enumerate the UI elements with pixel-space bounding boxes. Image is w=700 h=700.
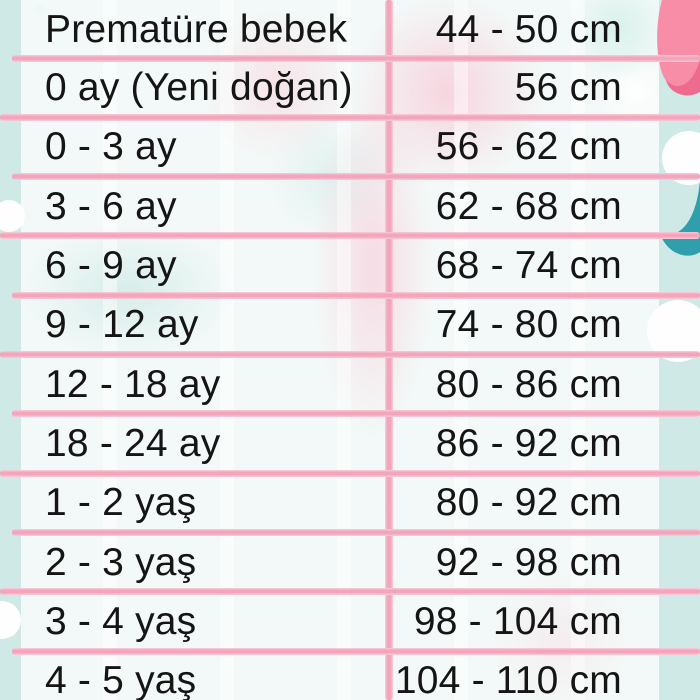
table-row: 6 - 9 ay 68 - 74 cm	[0, 236, 700, 295]
row-divider	[12, 528, 700, 536]
row-divider	[0, 588, 700, 596]
table-row: 3 - 6 ay 62 - 68 cm	[0, 177, 700, 236]
row-divider	[12, 410, 700, 418]
row-divider	[0, 113, 700, 121]
table-row: 2 - 3 yaş 92 - 98 cm	[0, 532, 700, 591]
age-cell: 2 - 3 yaş	[45, 540, 197, 584]
column-divider	[385, 0, 393, 700]
age-cell: 3 - 4 yaş	[45, 599, 197, 643]
row-divider	[0, 232, 700, 240]
row-divider	[0, 351, 700, 358]
age-cell: 0 - 3 ay	[45, 125, 177, 169]
size-cell: 74 - 80 cm	[435, 303, 622, 347]
row-divider	[0, 469, 700, 477]
table-row: 0 - 3 ay 56 - 62 cm	[0, 117, 700, 176]
age-cell: 4 - 5 yaş	[45, 659, 197, 700]
table-row: 12 - 18 ay 80 - 86 cm	[0, 355, 700, 414]
age-cell: 9 - 12 ay	[45, 303, 199, 347]
row-divider	[12, 54, 700, 62]
age-cell: 18 - 24 ay	[45, 421, 221, 465]
age-cell: 1 - 2 yaş	[45, 481, 197, 525]
table-row: 1 - 2 yaş 80 - 92 cm	[0, 473, 700, 532]
size-cell: 92 - 98 cm	[435, 540, 622, 584]
size-cell: 62 - 68 cm	[435, 184, 622, 228]
size-cell: 104 - 110 cm	[394, 659, 622, 700]
size-cell: 56 cm	[514, 66, 622, 110]
size-cell: 44 - 50 cm	[435, 7, 622, 51]
table-row: Prematüre bebek 44 - 50 cm	[0, 0, 700, 58]
size-cell: 80 - 92 cm	[435, 481, 622, 525]
table-row: 9 - 12 ay 74 - 80 cm	[0, 295, 700, 354]
size-cell: 56 - 62 cm	[435, 125, 622, 169]
age-cell: 6 - 9 ay	[45, 244, 177, 288]
table-row: 18 - 24 ay 86 - 92 cm	[0, 414, 700, 473]
age-cell: 3 - 6 ay	[45, 184, 177, 228]
row-divider	[12, 173, 700, 181]
table-row: 0 ay (Yeni doğan) 56 cm	[0, 58, 700, 117]
row-divider	[12, 647, 700, 655]
size-cell: 86 - 92 cm	[435, 421, 622, 465]
size-cell: 80 - 86 cm	[435, 362, 622, 406]
age-cell: 0 ay (Yeni doğan)	[45, 66, 353, 110]
size-cell: 98 - 104 cm	[413, 599, 622, 643]
row-divider	[12, 291, 700, 299]
table-row: 4 - 5 yaş 104 - 110 cm	[0, 651, 700, 700]
table-row: 3 - 4 yaş 98 - 104 cm	[0, 592, 700, 651]
age-cell: Prematüre bebek	[45, 7, 348, 51]
size-cell: 68 - 74 cm	[435, 244, 622, 288]
age-cell: 12 - 18 ay	[45, 362, 221, 406]
